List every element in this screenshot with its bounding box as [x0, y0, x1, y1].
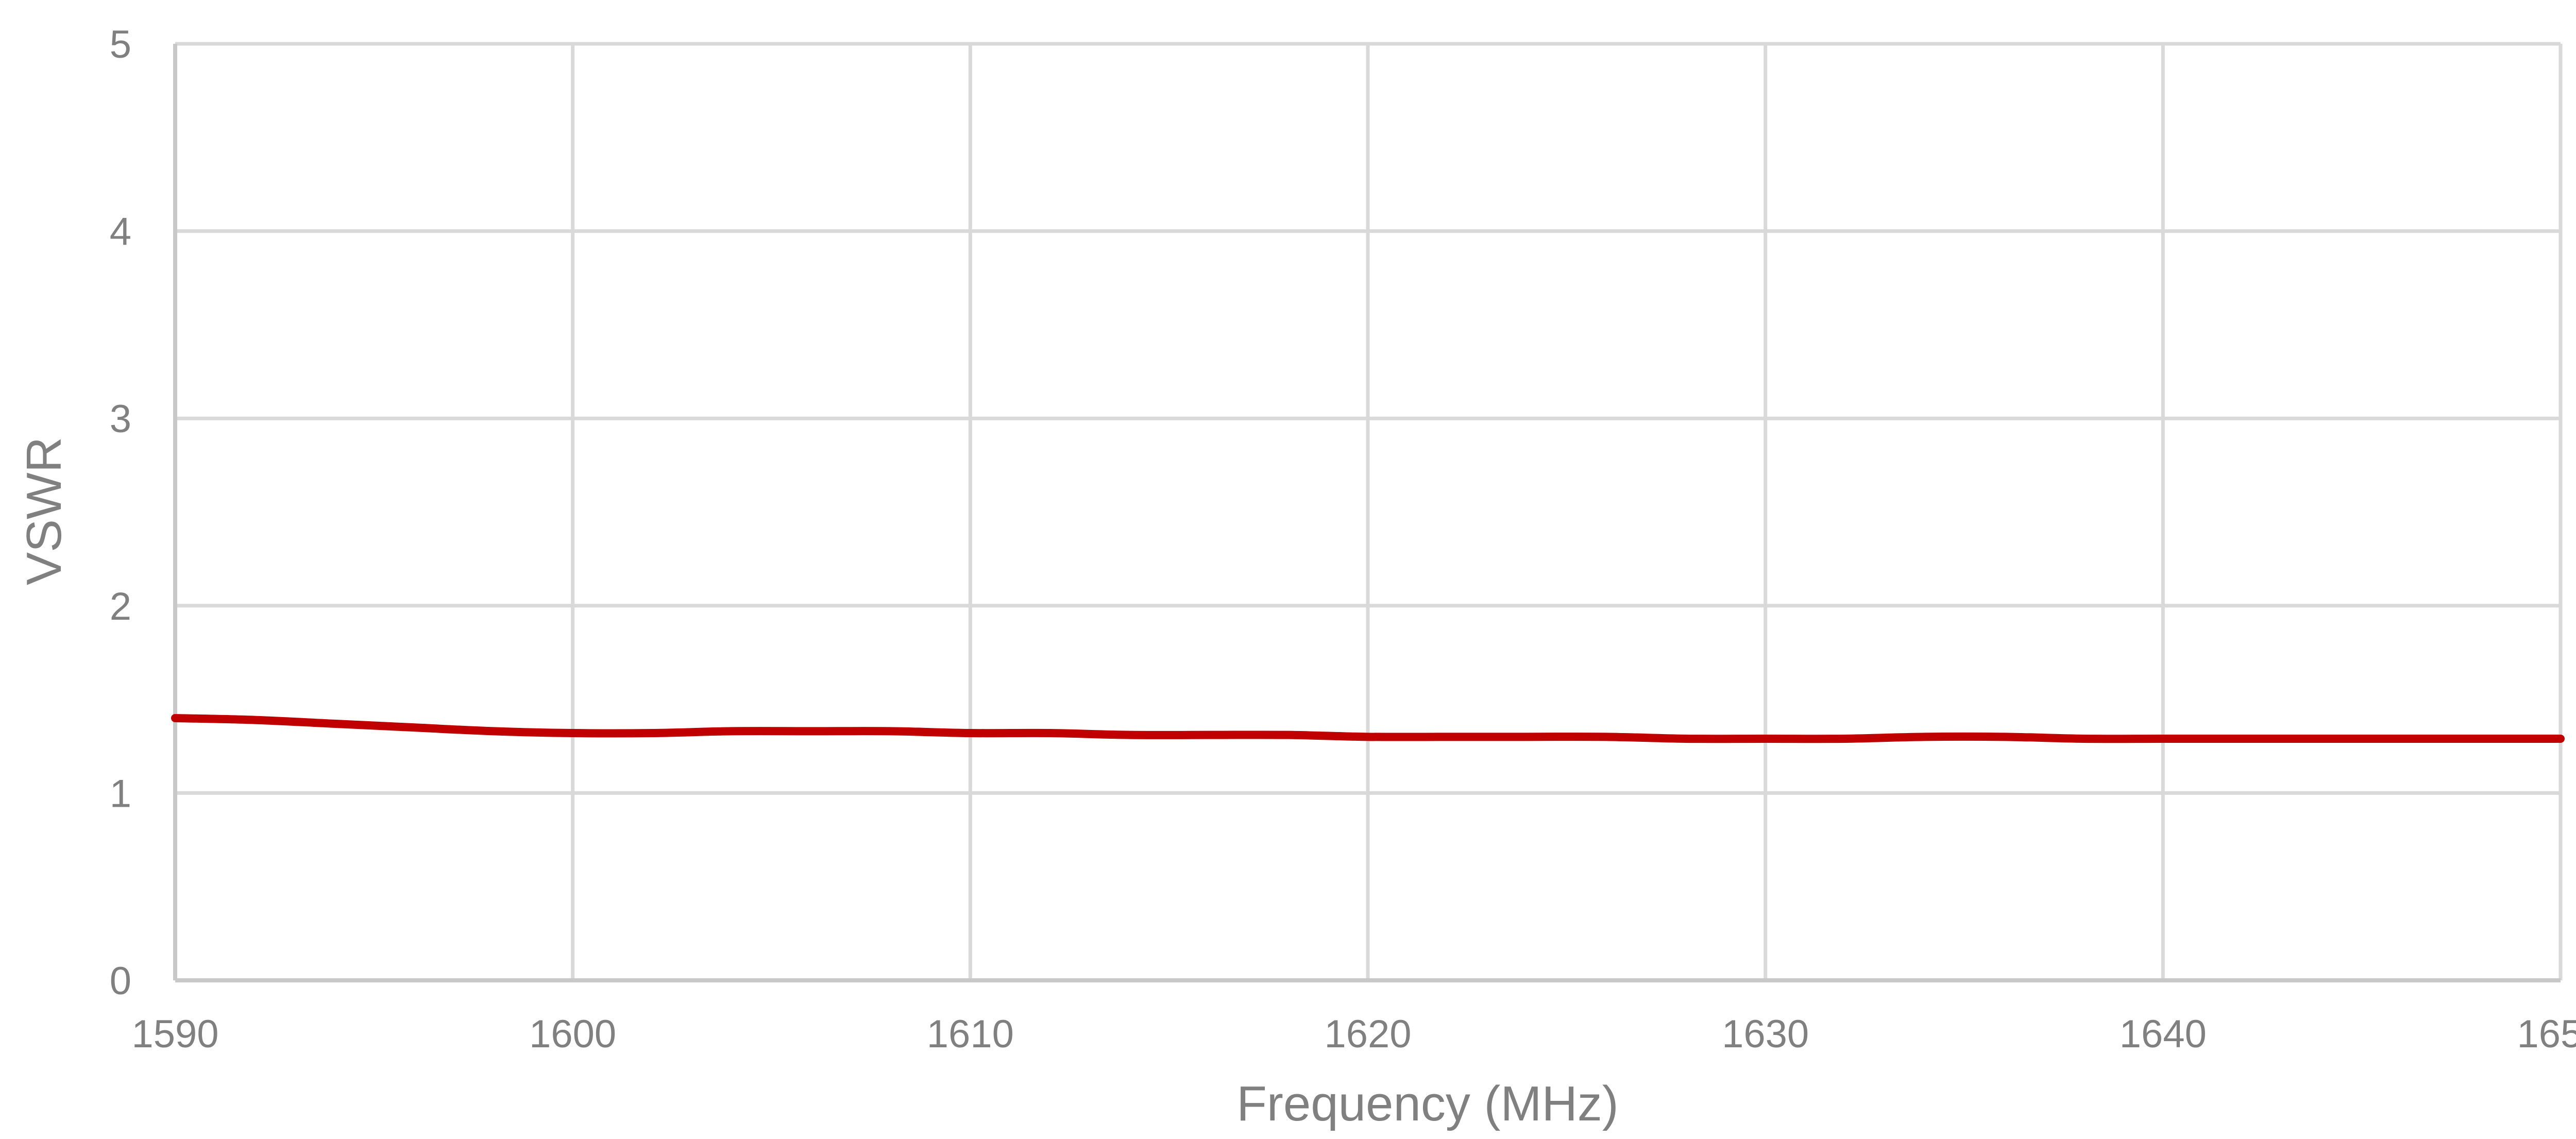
tick-labels: 0 1 2 3 4 5 1590 1600 1610 1620 1630 1640 1650 — [110, 23, 2576, 1056]
x-tick-label: 1630 — [1722, 1012, 1809, 1056]
y-axis-title: VSWR — [16, 437, 72, 585]
x-tick-label: 1640 — [2120, 1012, 2207, 1056]
axes — [173, 44, 2561, 982]
y-tick-label: 3 — [110, 397, 131, 441]
x-tick-label: 1650 — [2517, 1012, 2576, 1056]
y-tick-label: 5 — [110, 23, 131, 66]
x-tick-label: 1620 — [1324, 1012, 1411, 1056]
y-tick-label: 0 — [110, 959, 131, 1003]
y-tick-label: 1 — [110, 772, 131, 815]
x-axis-title: Frequency (MHz) — [1236, 1076, 1618, 1131]
x-tick-label: 1610 — [927, 1012, 1014, 1056]
vswr-series-line — [171, 713, 2565, 743]
y-tick-label: 4 — [110, 210, 131, 254]
x-tick-label: 1590 — [131, 1012, 218, 1056]
gridlines — [175, 42, 2563, 980]
series — [171, 713, 2565, 743]
x-tick-label: 1600 — [529, 1012, 616, 1056]
y-tick-label: 2 — [110, 585, 131, 628]
